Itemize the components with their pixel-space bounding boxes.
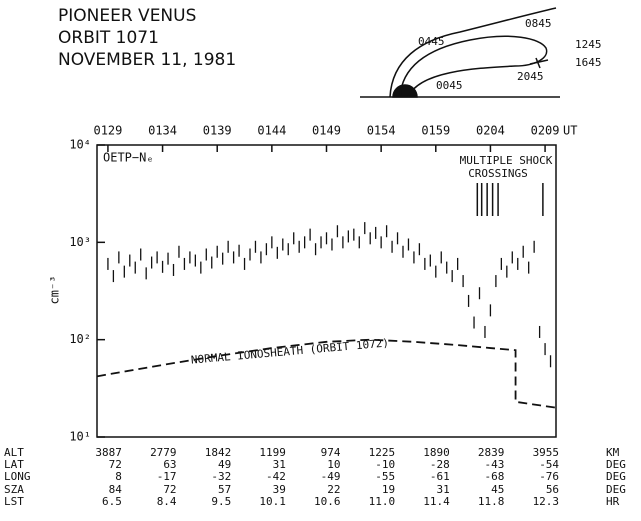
table-cell: -61	[430, 470, 450, 483]
table-cell: 57	[218, 483, 231, 496]
x-tick-label: 0134	[148, 124, 177, 138]
orbit-diagram	[360, 7, 560, 98]
table-cell: 2839	[478, 446, 505, 459]
x-tick-label: 0209	[531, 124, 560, 138]
table-cell: 63	[163, 458, 176, 471]
table-cell: 56	[546, 483, 559, 496]
table-cell: 31	[273, 458, 286, 471]
table-cell: -43	[485, 458, 505, 471]
x-tick-label: 0204	[476, 124, 505, 138]
orbit-label: 0845	[525, 17, 552, 30]
table-cell: 10.6	[314, 495, 341, 508]
venus	[392, 84, 418, 98]
table-cell: -10	[375, 458, 395, 471]
table-cell: 22	[327, 483, 340, 496]
orbit-label: 0045	[436, 79, 463, 92]
table-cell: 3887	[95, 446, 122, 459]
orbit-arrow	[529, 57, 549, 69]
table-cell: 974	[321, 446, 341, 459]
table-cell: 72	[109, 458, 122, 471]
row-label: LST	[4, 495, 24, 508]
table-cell: 1890	[423, 446, 450, 459]
y-tick-label: 10³	[69, 235, 91, 249]
table-cell: 45	[491, 483, 504, 496]
table-cell: 10	[327, 458, 340, 471]
row-unit: HR	[606, 495, 620, 508]
table-cell: -32	[211, 470, 231, 483]
orbit-label: 1245	[575, 38, 602, 51]
row-unit: DEG	[606, 458, 626, 471]
row-label: SZA	[4, 483, 24, 496]
table-cell: 49	[218, 458, 231, 471]
table-cell: 11.8	[478, 495, 505, 508]
y-axis-label: cm⁻³	[48, 276, 62, 305]
table-cell: 1199	[259, 446, 286, 459]
title-line: ORBIT 1071	[58, 28, 159, 48]
table-cell: 11.4	[423, 495, 450, 508]
table-cell: 8.4	[157, 495, 177, 508]
row-unit: DEG	[606, 483, 626, 496]
x-tick-label: 0149	[312, 124, 341, 138]
table-cell: 19	[382, 483, 395, 496]
table-cell: 3955	[533, 446, 560, 459]
table-cell: 11.0	[369, 495, 396, 508]
x-unit: UT	[563, 124, 577, 138]
y-tick-label: 10¹	[69, 430, 91, 444]
table-cell: 39	[273, 483, 286, 496]
x-tick-label: 0139	[203, 124, 232, 138]
instrument-label: OETP−Nₑ	[103, 151, 154, 165]
row-unit: DEG	[606, 470, 626, 483]
row-label: LAT	[4, 458, 24, 471]
orbit-label: 1645	[575, 56, 602, 69]
y-tick-label: 10⁴	[69, 138, 91, 152]
reference-line	[96, 338, 557, 409]
table-cell: 1225	[369, 446, 396, 459]
table-cell: -54	[539, 458, 559, 471]
y-tick-label: 10²	[69, 332, 91, 346]
title-line: PIONEER VENUS	[58, 6, 196, 26]
table-cell: -55	[375, 470, 395, 483]
table-cell: 31	[437, 483, 450, 496]
row-label: ALT	[4, 446, 24, 459]
table-cell: 9.5	[211, 495, 231, 508]
table-cell: 84	[109, 483, 123, 496]
annotation: MULTIPLE SHOCK	[460, 154, 553, 167]
table-cell: -68	[485, 470, 505, 483]
x-tick-label: 0154	[367, 124, 396, 138]
table-cell: 6.5	[102, 495, 122, 508]
table-cell: -28	[430, 458, 450, 471]
table-cell: 10.1	[259, 495, 286, 508]
x-tick-label: 0159	[421, 124, 450, 138]
x-tick-label: 0129	[93, 124, 122, 138]
orbit-label: 0445	[418, 35, 445, 48]
annotation: CROSSINGS	[468, 167, 528, 180]
orbit-loop	[399, 35, 548, 98]
table-cell: -76	[539, 470, 559, 483]
row-unit: KM	[606, 446, 620, 459]
row-label: LONG	[4, 470, 31, 483]
table-cell: 1842	[205, 446, 232, 459]
table-cell: 2779	[150, 446, 177, 459]
table-cell: -42	[266, 470, 286, 483]
orbit-label: 2045	[517, 70, 544, 83]
x-tick-label: 0144	[257, 124, 286, 138]
table-cell: -17	[157, 470, 177, 483]
table-cell: 12.3	[533, 495, 560, 508]
table-cell: 72	[163, 483, 176, 496]
title-line: NOVEMBER 11, 1981	[58, 50, 236, 70]
table-cell: -49	[321, 470, 341, 483]
orbit-outer	[389, 7, 557, 98]
table-cell: 8	[115, 470, 122, 483]
